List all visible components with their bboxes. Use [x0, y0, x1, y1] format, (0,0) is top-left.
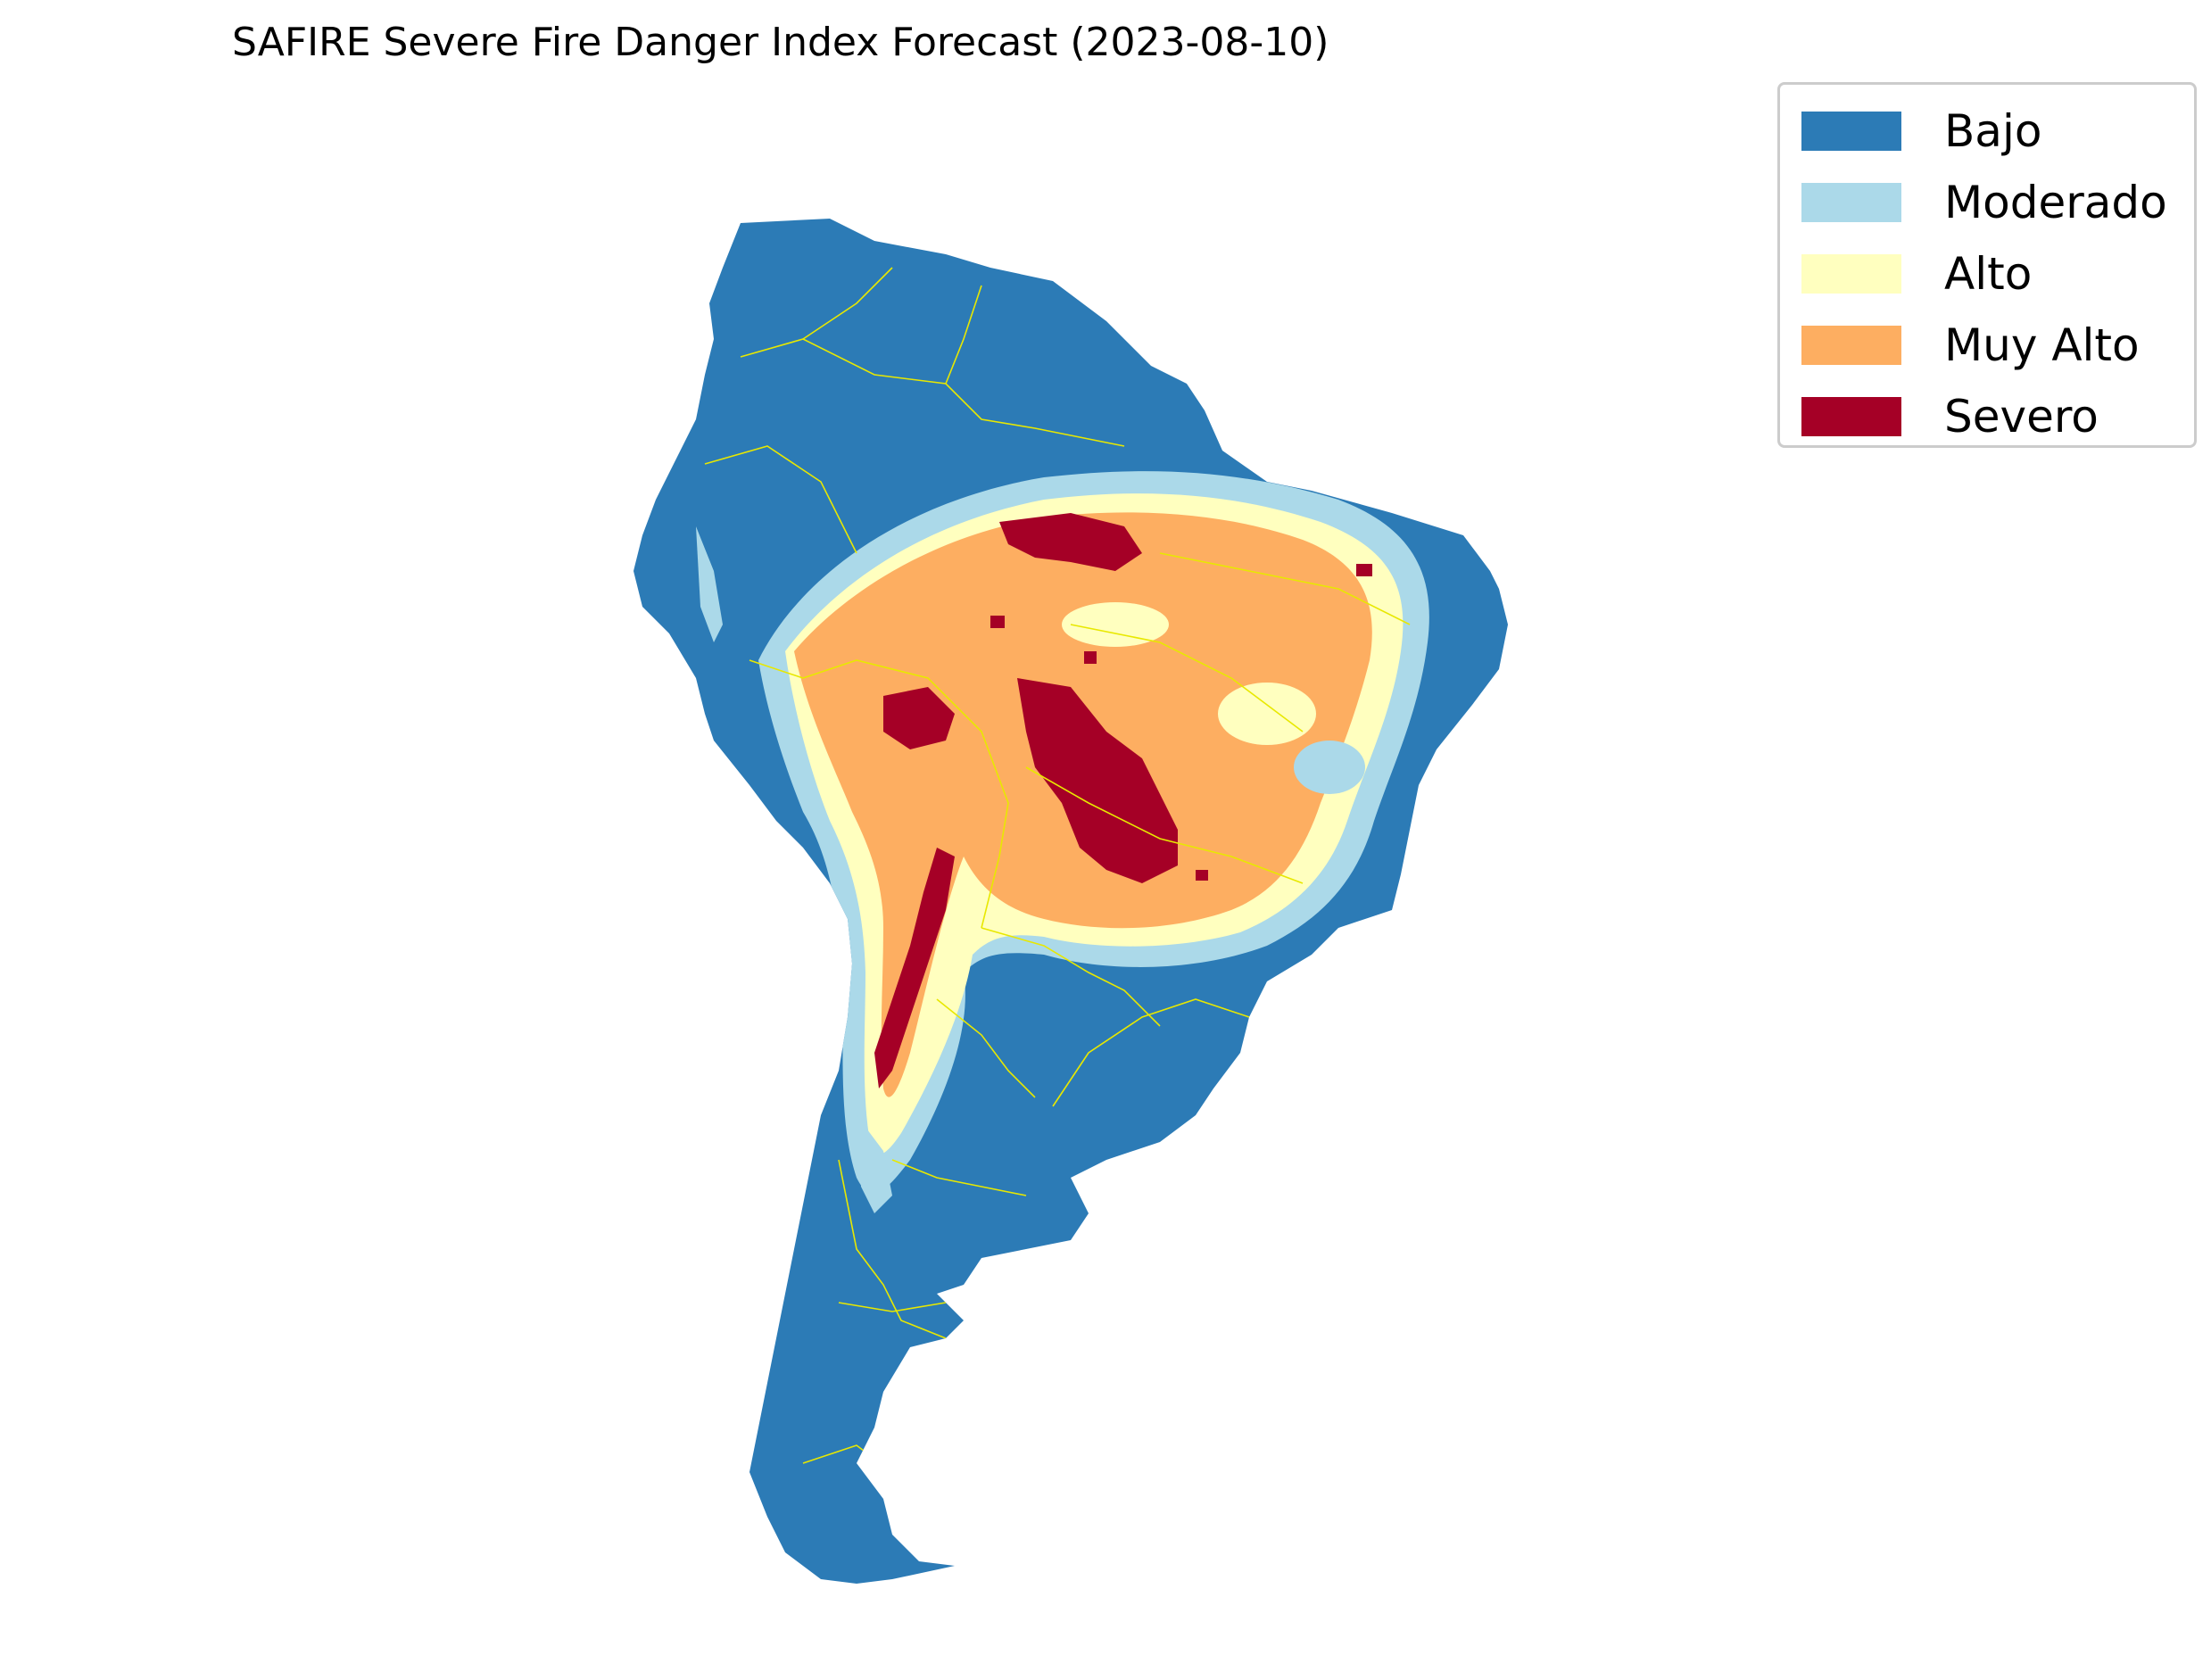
legend: Bajo Moderado Alto Muy Alto Severo	[1777, 82, 2197, 448]
legend-label-severo: Severo	[1944, 391, 2099, 443]
legend-label-muy-alto: Muy Alto	[1944, 319, 2140, 371]
zone-severo-west	[883, 687, 955, 749]
legend-swatch-moderado	[1801, 183, 1901, 222]
legend-item-bajo: Bajo	[1801, 104, 2041, 158]
zone-severo-central	[1017, 678, 1178, 883]
legend-label-moderado: Moderado	[1944, 177, 2167, 228]
legend-item-severo: Severo	[1801, 390, 2099, 443]
zone-severo-north	[999, 513, 1142, 571]
legend-swatch-alto	[1801, 254, 1901, 294]
legend-item-muy-alto: Muy Alto	[1801, 319, 2140, 372]
boundaries	[704, 267, 1411, 1473]
legend-label-bajo: Bajo	[1944, 105, 2042, 157]
legend-label-alto: Alto	[1944, 248, 2033, 300]
legend-swatch-muy-alto	[1801, 326, 1901, 365]
zone-severo-andes	[874, 848, 955, 1088]
legend-item-alto: Alto	[1801, 247, 2032, 301]
legend-swatch-severo	[1801, 397, 1901, 436]
legend-item-moderado: Moderado	[1801, 176, 2167, 229]
map-title: SAFIRE Severe Fire Danger Index Forecast…	[232, 20, 1329, 65]
legend-swatch-bajo	[1801, 112, 1901, 151]
